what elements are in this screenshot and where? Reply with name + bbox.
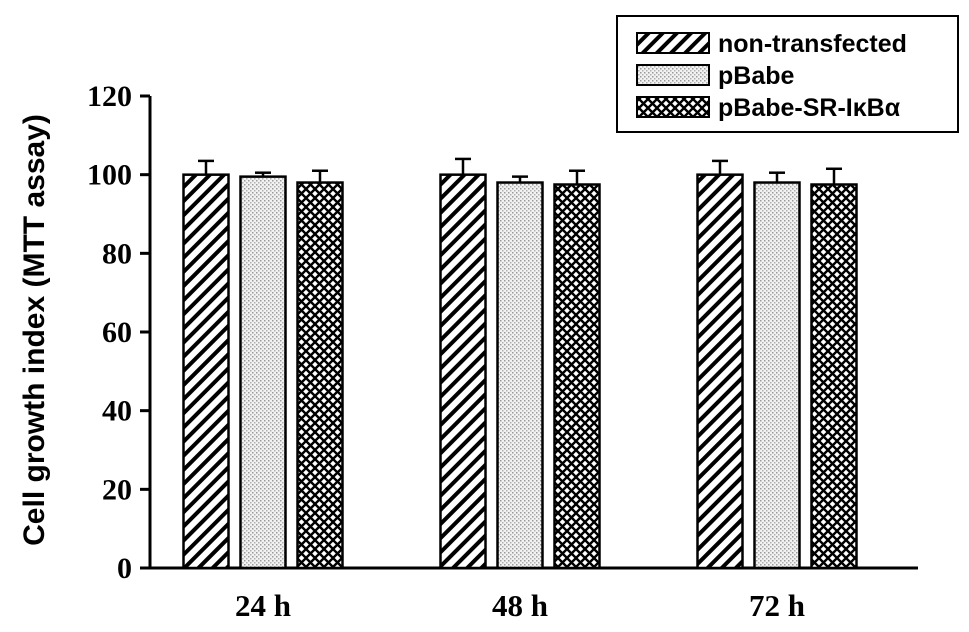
- x-category-label: 24 h: [235, 588, 291, 623]
- legend-label-non-transfected: non-transfected: [718, 30, 907, 58]
- y-tick-label: 20: [102, 473, 132, 506]
- bar-non-transfected-24h: [182, 173, 230, 570]
- bar-non-transfected-48h: [439, 173, 487, 570]
- x-category-label: 48 h: [492, 588, 548, 623]
- bar-pbabe-72h: [753, 181, 801, 570]
- y-tick-label: 0: [117, 552, 132, 585]
- bar-pbabe-sr-i-b--24h: [296, 181, 344, 570]
- y-axis-title: Cell growth index (MTT assay): [18, 114, 51, 546]
- y-tick-label: 120: [87, 80, 132, 113]
- bar-non-transfected-72h: [696, 173, 744, 570]
- legend: non-transfected pBabe pBabe-SR-IκBα: [616, 15, 959, 133]
- x-category-label: 72 h: [749, 588, 805, 623]
- y-tick-label: 80: [102, 237, 132, 270]
- legend-swatch-non-transfected: [636, 32, 710, 54]
- legend-swatch-pbabe: [636, 64, 710, 86]
- y-ticks: 0 20 40 60 80 100 120: [87, 80, 150, 585]
- legend-label-pbabe-sr-ikba: pBabe-SR-IκBα: [718, 94, 901, 122]
- bars: [182, 173, 858, 570]
- bar-pbabe-sr-i-b--72h: [810, 183, 858, 570]
- bar-pbabe-sr-i-b--48h: [553, 183, 601, 570]
- x-category-labels: 24 h 48 h 72 h: [235, 588, 805, 623]
- y-tick-label: 60: [102, 316, 132, 349]
- legend-swatch-pbabe-sr-ikba: [636, 96, 710, 118]
- y-tick-label: 40: [102, 395, 132, 428]
- bar-pbabe-24h: [239, 175, 287, 570]
- y-tick-label: 100: [87, 159, 132, 192]
- error-bars: [198, 157, 842, 185]
- bar-pbabe-48h: [496, 181, 544, 570]
- legend-label-pbabe: pBabe: [718, 62, 795, 90]
